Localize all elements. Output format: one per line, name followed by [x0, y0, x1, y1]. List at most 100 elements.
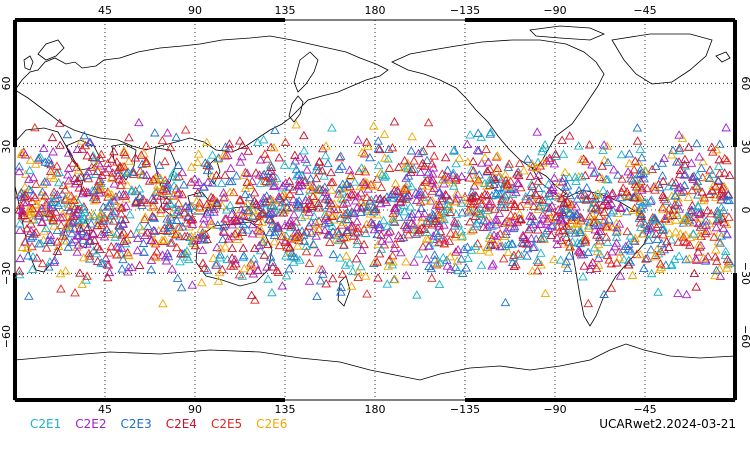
occultation-marker: [714, 168, 725, 178]
occultation-marker: [67, 228, 77, 238]
occultation-marker: [155, 173, 166, 182]
legend-c2e6: C2E6: [256, 417, 288, 431]
occultation-marker: [306, 228, 317, 237]
occultation-marker: [127, 185, 137, 194]
occultation-marker: [533, 225, 543, 234]
occultation-marker: [587, 160, 597, 169]
occultation-marker: [345, 171, 355, 181]
occultation-marker: [654, 264, 665, 273]
occultation-marker: [167, 238, 177, 247]
occultation-marker: [327, 123, 337, 132]
occultation-marker: [491, 190, 501, 199]
occultation-marker: [304, 207, 314, 216]
occultation-marker: [196, 224, 206, 233]
occultation-marker: [623, 260, 634, 269]
occultation-marker: [576, 216, 586, 225]
occultation-marker: [221, 214, 232, 223]
occultation-marker: [713, 175, 724, 184]
occultation-marker: [226, 163, 236, 172]
occultation-marker: [583, 223, 594, 232]
occultation-marker: [235, 194, 245, 204]
occultation-marker: [722, 263, 732, 272]
occultation-marker: [126, 186, 137, 196]
occultation-marker: [19, 191, 30, 201]
occultation-marker: [17, 148, 27, 157]
occultation-marker: [108, 195, 118, 204]
occultation-marker: [268, 171, 278, 181]
occultation-marker: [355, 261, 366, 271]
occultation-marker: [624, 149, 635, 158]
occultation-marker: [639, 263, 649, 273]
occultation-marker: [106, 173, 117, 183]
occultation-marker: [171, 172, 182, 181]
occultation-marker: [112, 250, 122, 259]
occultation-marker: [408, 220, 419, 229]
occultation-marker: [94, 185, 104, 194]
occultation-marker: [78, 252, 89, 262]
occultation-marker: [575, 212, 586, 221]
occultation-marker: [658, 204, 668, 214]
occultation-marker: [251, 199, 261, 208]
occultation-marker: [635, 249, 645, 259]
occultation-marker: [673, 237, 683, 246]
occultation-marker: [433, 258, 443, 267]
occultation-marker: [524, 224, 534, 234]
occultation-marker: [202, 160, 212, 170]
occultation-marker: [657, 202, 668, 212]
occultation-marker: [560, 204, 570, 213]
occultation-marker: [613, 208, 623, 217]
occultation-marker: [109, 211, 119, 220]
occultation-marker: [165, 220, 176, 229]
occultation-marker: [356, 163, 367, 172]
occultation-marker: [459, 244, 469, 253]
occultation-marker: [278, 181, 288, 190]
occultation-marker: [565, 241, 575, 251]
occultation-marker: [251, 168, 261, 177]
occultation-marker: [65, 222, 75, 232]
occultation-marker: [262, 262, 272, 271]
occultation-marker: [402, 220, 412, 230]
occultation-marker: [134, 260, 145, 269]
occultation-marker: [70, 179, 81, 188]
occultation-marker: [360, 271, 371, 280]
occultation-marker: [314, 156, 325, 166]
occultation-marker: [420, 189, 430, 198]
occultation-marker: [599, 207, 609, 216]
occultation-marker: [365, 209, 376, 218]
occultation-marker: [353, 267, 364, 276]
occultation-marker: [481, 144, 491, 153]
occultation-marker: [139, 195, 149, 205]
occultation-marker: [242, 168, 252, 177]
occultation-marker: [299, 146, 309, 155]
occultation-marker: [28, 172, 39, 182]
occultation-marker: [27, 231, 38, 241]
occultation-marker: [674, 204, 684, 213]
left-lat-tick-label: 60: [0, 76, 13, 90]
occultation-marker: [26, 233, 36, 242]
occultation-marker: [352, 239, 363, 248]
occultation-marker: [169, 181, 179, 190]
occultation-marker: [482, 166, 493, 175]
occultation-marker: [340, 260, 351, 269]
occultation-marker: [450, 218, 461, 227]
occultation-marker: [587, 210, 598, 220]
occultation-marker: [428, 210, 439, 220]
occultation-marker: [177, 222, 188, 231]
occultation-marker: [532, 266, 543, 275]
occultation-marker: [519, 166, 529, 175]
occultation-marker: [255, 155, 266, 164]
occultation-marker: [220, 192, 230, 201]
occultation-marker: [624, 158, 635, 168]
occultation-marker: [352, 202, 362, 212]
occultation-marker: [396, 247, 406, 257]
occultation-marker: [658, 225, 668, 234]
bottom-lon-tick-label: −45: [633, 403, 656, 416]
occultation-marker: [637, 152, 647, 162]
occultation-marker: [430, 255, 440, 264]
occultation-marker: [64, 205, 75, 215]
occultation-marker: [44, 154, 54, 164]
occultation-marker: [601, 221, 611, 231]
occultation-marker: [566, 225, 577, 234]
occultation-marker: [517, 237, 527, 247]
occultation-marker: [562, 197, 573, 206]
